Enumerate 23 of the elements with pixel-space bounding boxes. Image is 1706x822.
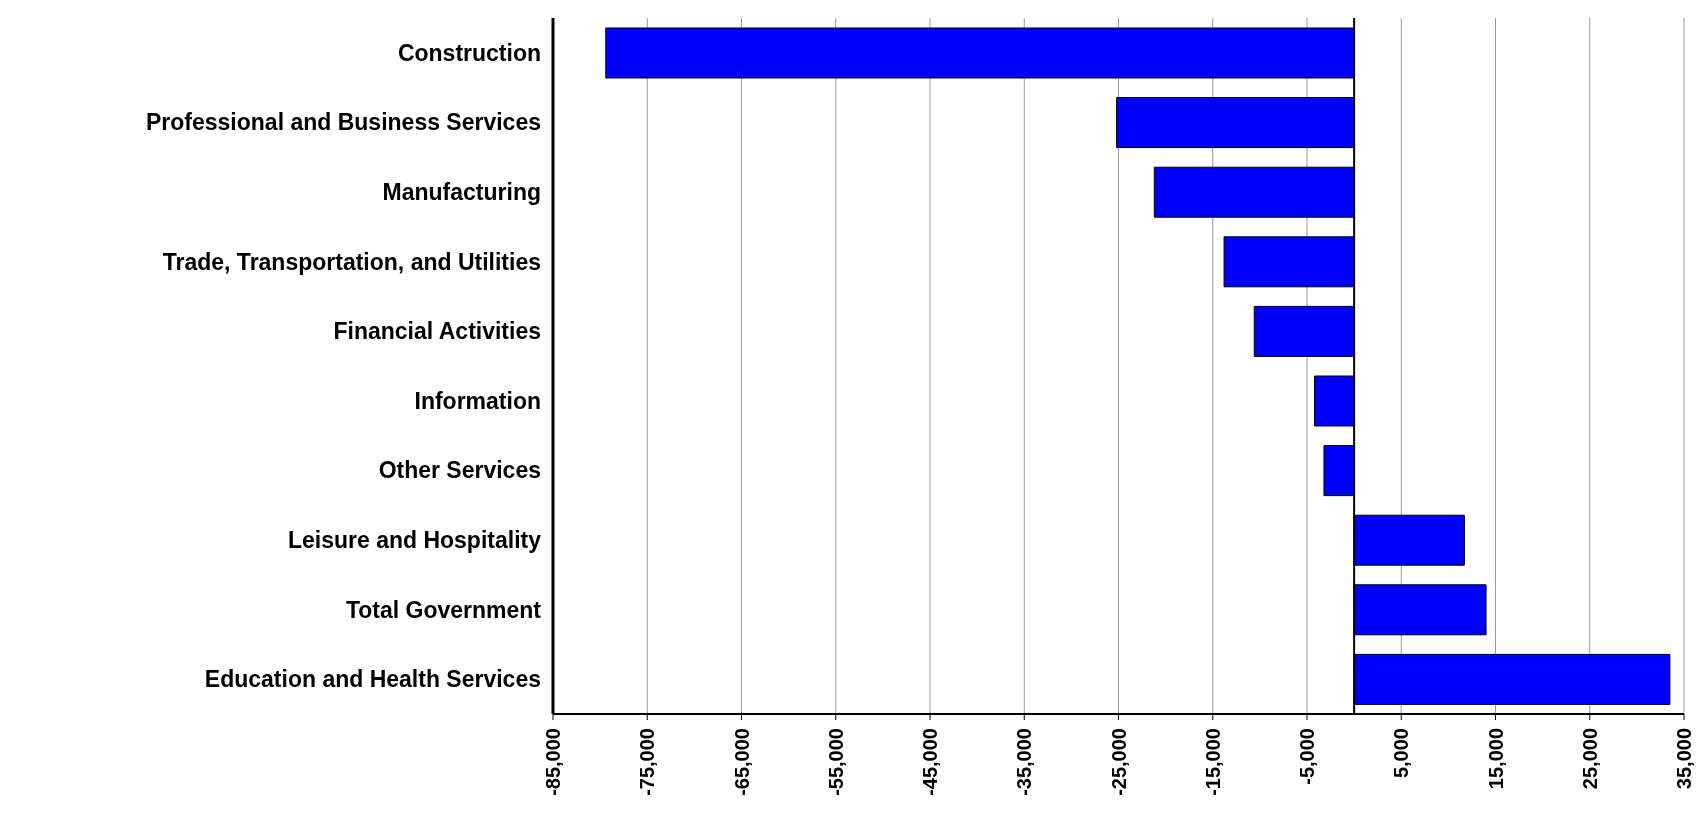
y-tick-label: Professional and Business Services — [145, 109, 541, 136]
y-tick-label: Education and Health Services — [204, 666, 541, 693]
y-tick-label: Trade, Transportation, and Utilities — [162, 248, 541, 275]
y-tick-label: Information — [414, 387, 541, 414]
x-tick-label: -85,000 — [542, 728, 564, 796]
y-tick-label: Other Services — [378, 457, 541, 484]
x-tick-label: -45,000 — [919, 728, 941, 796]
x-tick-label: 5,000 — [1390, 728, 1413, 779]
x-tick-label: -55,000 — [824, 728, 847, 796]
y-tick-label: Manufacturing — [382, 179, 541, 205]
x-tick-label: 35,000 — [1673, 728, 1695, 790]
x-tick-label: 15,000 — [1484, 728, 1507, 790]
x-tick-label: -5,000 — [1296, 728, 1318, 785]
y-tick-label: Construction — [397, 39, 541, 66]
x-tick-label: 25,000 — [1578, 728, 1601, 790]
x-tick-label: -65,000 — [730, 728, 753, 796]
y-tick-label: Financial Activities — [333, 318, 541, 345]
x-tick-label: -15,000 — [1201, 728, 1224, 796]
y-tick-label: Leisure and Hospitality — [287, 527, 542, 553]
x-tick-label: -75,000 — [636, 728, 659, 796]
x-tick-label: -25,000 — [1107, 728, 1130, 796]
y-tick-label: Total Government — [345, 596, 542, 623]
x-tick-label: -35,000 — [1013, 728, 1036, 796]
